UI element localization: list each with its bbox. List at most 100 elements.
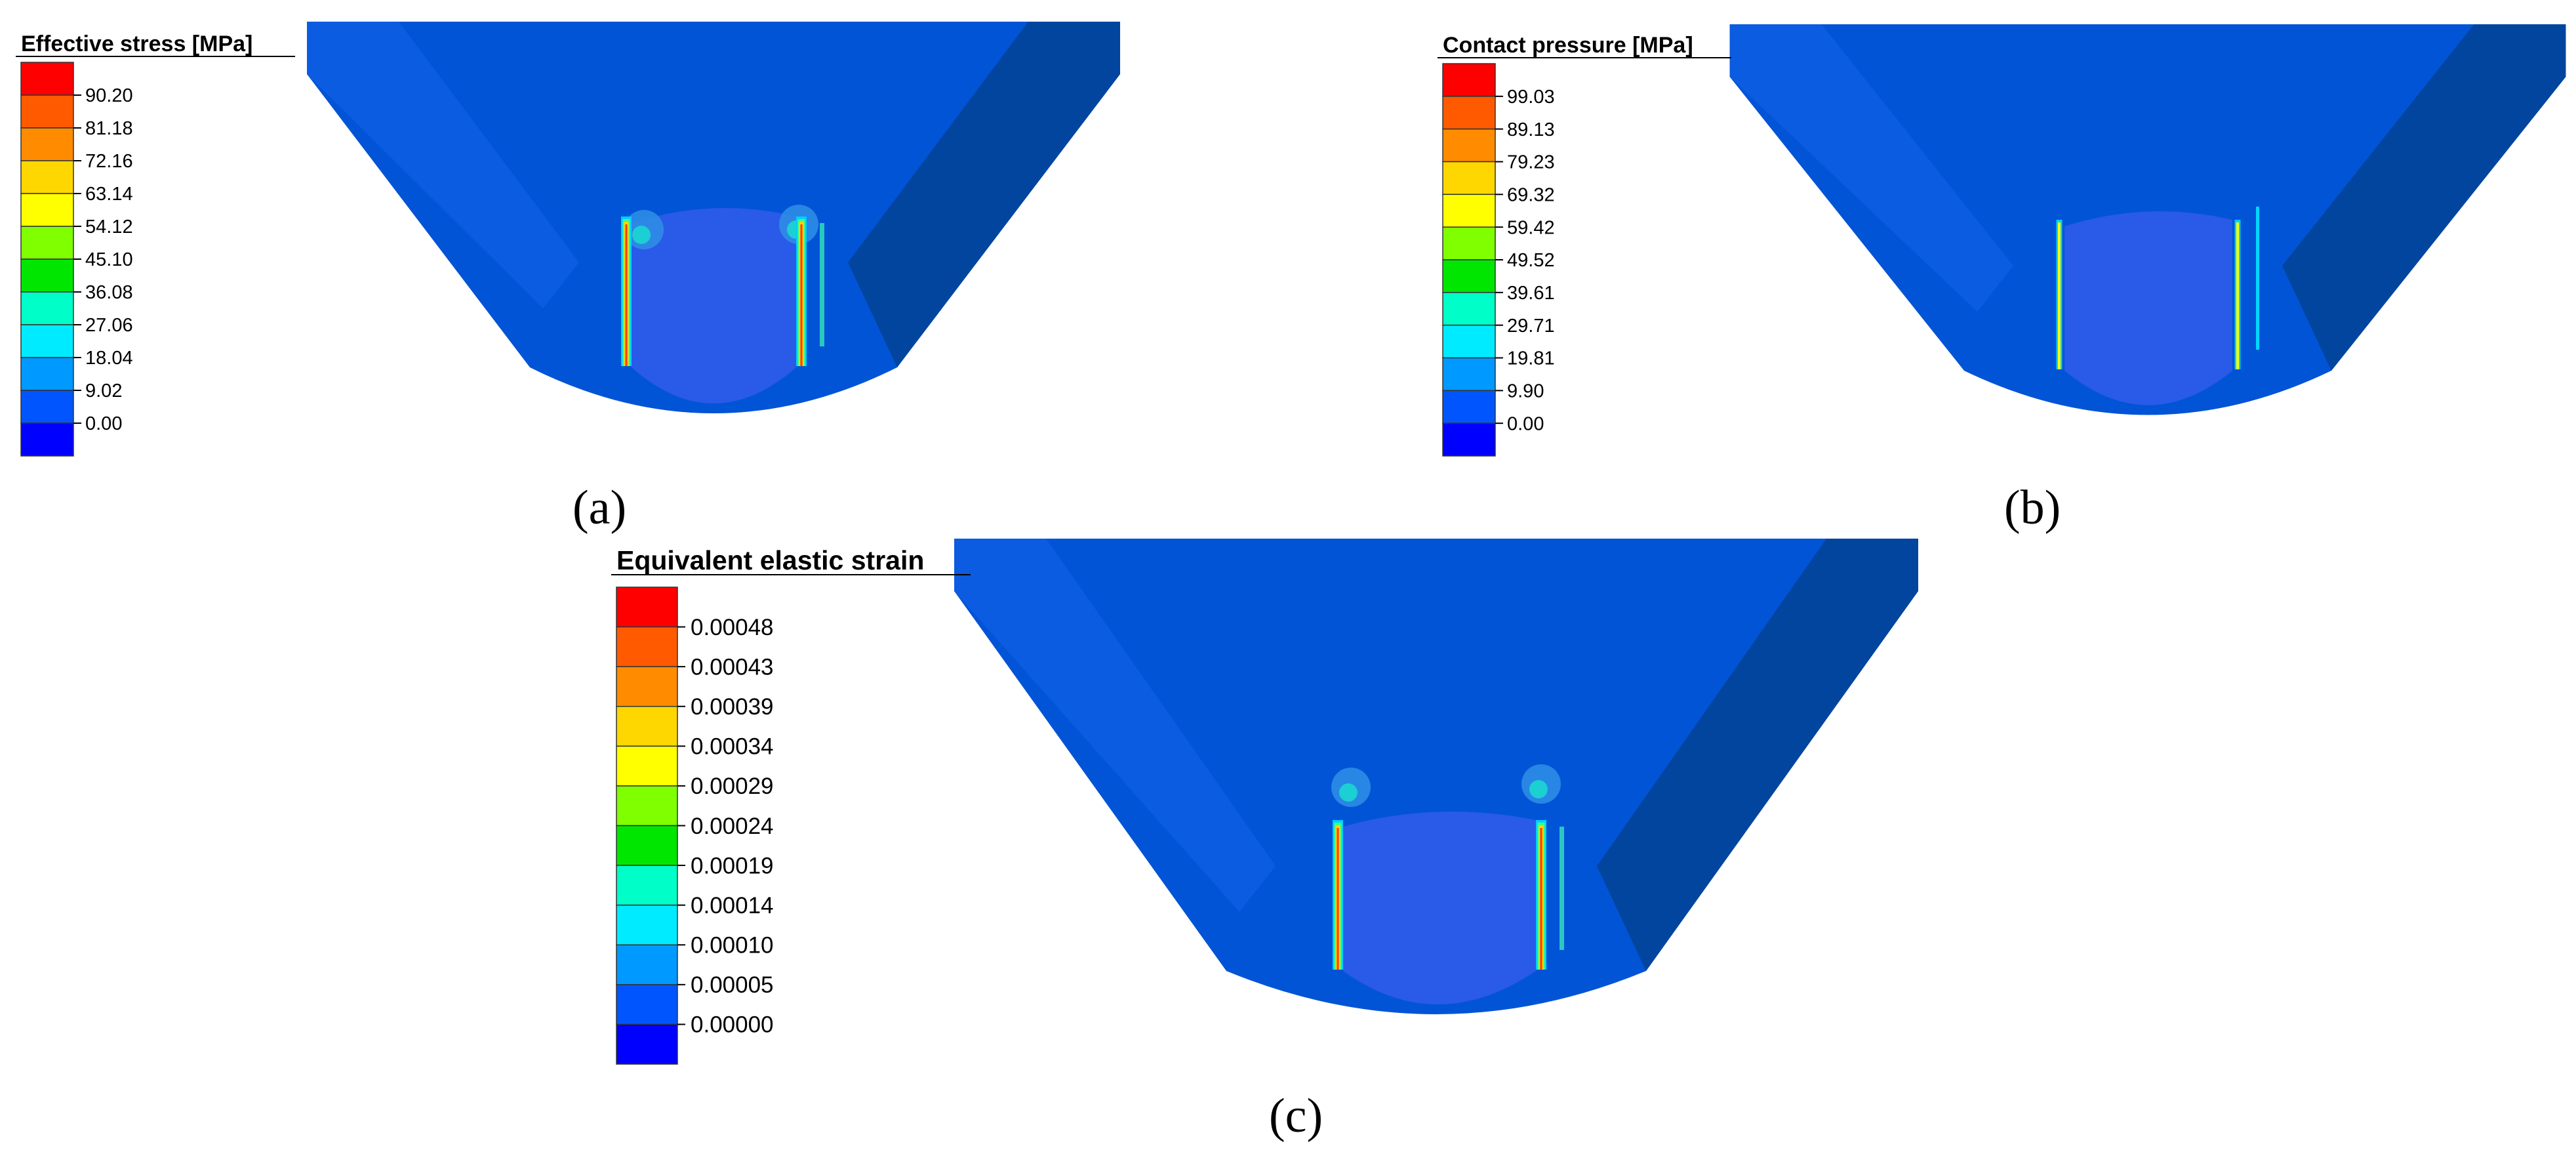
legend-tick-label: 9.02 (85, 381, 122, 402)
legend-swatch-1 (1442, 96, 1496, 130)
legend-tick-label: 9.90 (1507, 381, 1544, 402)
color-legend: Equivalent elastic strain 0.00048 0.00043 0… (611, 545, 971, 1065)
legend-tick-label: 0.00039 (691, 694, 774, 720)
left-bevel-face (1729, 24, 2013, 312)
legend-swatch-4 (616, 745, 678, 787)
legend-swatch-4 (1442, 194, 1496, 228)
legend-swatch-4 (20, 193, 74, 227)
stress-halo-core-0 (632, 226, 651, 244)
legend-tick-label: 19.81 (1507, 348, 1555, 369)
legend-swatch-1 (616, 626, 678, 667)
contour-stripe-0-3 (625, 224, 628, 366)
panel-b: Contact pressure [MPa] 99.03 89.13 79.23 69.… (1438, 24, 2566, 535)
legend-tick-label: 0.00024 (691, 814, 774, 839)
legend-swatch-9 (1442, 357, 1496, 392)
secondary-stripe (2256, 207, 2259, 350)
contour-stripe-0-1 (2058, 222, 2061, 369)
legend-swatch-3 (20, 160, 74, 194)
panel-label: (c) (1269, 1089, 1323, 1143)
legend-tick-label: 0.00 (85, 413, 122, 434)
legend-swatch-11 (20, 422, 74, 457)
right-bevel-face (848, 22, 1120, 367)
legend-swatch-10 (616, 984, 678, 1025)
legend-swatch-3 (616, 706, 678, 747)
color-legend: Effective stress [MPa] 90.20 81.18 72.16 63.… (16, 31, 295, 457)
legend-tick-label: 0.00000 (691, 1012, 774, 1038)
groove-face (1343, 812, 1536, 1004)
legend-tick-label: 36.08 (85, 282, 133, 303)
legend-tick-label: 0.00005 (691, 972, 774, 998)
legend-swatch-5 (20, 226, 74, 260)
secondary-stripe (820, 223, 824, 346)
legend-swatch-3 (1442, 161, 1496, 196)
left-bevel-face (954, 539, 1276, 912)
legend-tick-label: 0.00048 (691, 615, 774, 640)
stress-halo-core-0 (1339, 783, 1358, 802)
legend-tick-label: 63.14 (85, 184, 133, 205)
right-bevel-face (1597, 539, 1918, 971)
legend-title: Equivalent elastic strain (616, 545, 924, 575)
legend-swatch-10 (20, 390, 74, 424)
legend-swatch-1 (20, 94, 74, 129)
stress-halo-core-1 (1529, 780, 1548, 798)
legend-swatch-0 (20, 62, 74, 96)
legend-swatch-2 (20, 127, 74, 161)
legend-swatch-0 (1442, 63, 1496, 97)
legend-tick-label: 72.16 (85, 151, 133, 172)
secondary-stripe (1560, 827, 1564, 950)
groove-face (2064, 211, 2232, 405)
right-bevel-face (2282, 24, 2566, 371)
left-bevel-face (307, 22, 579, 308)
legend-swatch-9 (20, 357, 74, 391)
legend-tick-label: 0.00014 (691, 893, 774, 918)
legend-tick-label: 89.13 (1507, 119, 1555, 140)
legend-swatch-9 (616, 944, 678, 985)
legend-tick-label: 0.00043 (691, 654, 774, 680)
contour-stripe-1-3 (1540, 828, 1542, 970)
legend-swatch-0 (616, 587, 678, 628)
legend-swatch-8 (20, 324, 74, 358)
panel-a: Effective stress [MPa] 90.20 81.18 72.16 63.… (16, 22, 1120, 535)
legend-tick-label: 27.06 (85, 315, 133, 336)
fe-model (307, 22, 1120, 413)
legend-tick-label: 0.00019 (691, 853, 774, 878)
legend-swatch-11 (616, 1023, 678, 1065)
legend-tick-label: 79.23 (1507, 152, 1555, 173)
legend-tick-label: 69.32 (1507, 184, 1555, 205)
legend-tick-label: 49.52 (1507, 250, 1555, 271)
legend-swatch-10 (1442, 390, 1496, 424)
legend-swatch-5 (616, 785, 678, 827)
legend-tick-label: 0.00029 (691, 773, 774, 799)
legend-swatch-5 (1442, 226, 1496, 260)
fe-model (954, 539, 1918, 1014)
contour-stripe-1-3 (800, 224, 803, 366)
panel-label: (a) (573, 481, 626, 535)
legend-tick-label: 54.12 (85, 216, 133, 237)
legend-swatch-6 (20, 258, 74, 293)
legend-title: Effective stress [MPa] (21, 31, 252, 56)
legend-tick-label: 18.04 (85, 348, 133, 369)
panel-label: (b) (2004, 481, 2061, 535)
legend-swatch-11 (1442, 422, 1496, 457)
legend-swatch-2 (1442, 128, 1496, 163)
legend-swatch-2 (616, 666, 678, 707)
contour-stripe-0-3 (1337, 828, 1339, 970)
legend-tick-label: 59.42 (1507, 217, 1555, 238)
legend-swatch-8 (1442, 324, 1496, 359)
contour-stripe-1-1 (2236, 222, 2239, 369)
color-legend: Contact pressure [MPa] 99.03 89.13 79.23 69.… (1438, 33, 1731, 457)
legend-swatch-6 (616, 825, 678, 866)
groove-face (632, 208, 796, 403)
legend-tick-label: 0.00 (1507, 413, 1544, 434)
legend-tick-label: 29.71 (1507, 316, 1555, 337)
legend-swatch-7 (20, 291, 74, 325)
legend-tick-label: 0.00034 (691, 734, 774, 760)
legend-tick-label: 90.20 (85, 85, 133, 106)
legend-swatch-7 (1442, 292, 1496, 326)
legend-tick-label: 81.18 (85, 118, 133, 139)
legend-tick-label: 39.61 (1507, 283, 1555, 304)
legend-swatch-6 (1442, 259, 1496, 293)
panel-c: Equivalent elastic strain 0.00048 0.00043 0… (611, 539, 1918, 1143)
